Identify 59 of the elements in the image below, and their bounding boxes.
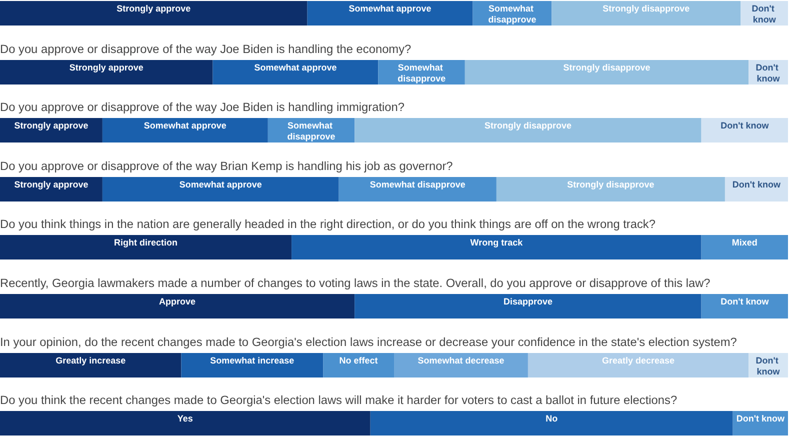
chart-title: Do you think things in the nation are generally headed in the right direction, or do you think things are off on the wrong track?	[0, 217, 656, 232]
series-label: Don't know	[756, 355, 781, 376]
chart-title: Recently, Georgia lawmakers made a number of changes to voting laws in the state. Overall, do you approve or disapprove of this law?	[0, 276, 711, 290]
chart-title: Do you approve or disapprove of the way Joe Biden is handling immigration?	[0, 100, 405, 114]
series-label: Somewhat approve	[348, 4, 432, 14]
bar	[354, 118, 702, 143]
bar	[102, 176, 339, 202]
bar	[338, 176, 496, 202]
series-label: Strongly disapprove	[602, 4, 690, 14]
series-label: Somewhat increase	[210, 355, 294, 366]
bar	[464, 60, 749, 84]
series-label: Don't know	[736, 414, 786, 424]
series-label: Don't know	[752, 4, 777, 24]
series-label: Somewhat decrease	[418, 355, 504, 366]
series-label: Somewhat approve	[144, 120, 226, 131]
series-label: Mixed	[732, 238, 758, 248]
bar	[102, 118, 268, 143]
series-label: Don't know	[720, 296, 770, 306]
bar	[0, 352, 182, 378]
series-label: No effect	[339, 355, 378, 366]
series-label: Strongly approve	[116, 4, 191, 14]
series-label: Strongly disapprove	[484, 120, 572, 131]
series-label: Disapprove	[503, 296, 552, 306]
bar	[552, 1, 741, 26]
bar	[0, 60, 213, 84]
series-label: Yes	[177, 414, 193, 424]
bar	[528, 352, 749, 378]
chart-title: Do you approve or disapprove of the way Joe Biden is handling the economy?	[0, 42, 412, 56]
series-label: No	[546, 414, 558, 424]
chart-title: Do you approve or disapprove of the way Brian Kemp is handling his job as governor?	[0, 158, 454, 173]
series-label: Somewhat disapprove	[287, 120, 336, 142]
series-label: Don't know	[720, 120, 770, 131]
series-label: Greatly decrease	[602, 355, 675, 366]
bar	[323, 352, 394, 378]
bar	[0, 1, 308, 26]
series-label: Somewhat approve	[254, 62, 337, 72]
series-label: Wrong track	[470, 238, 524, 248]
bar	[212, 60, 378, 84]
series-label: Greatly increase	[56, 355, 126, 366]
series-label: Strongly disapprove	[563, 62, 650, 72]
bar	[701, 118, 788, 143]
bar	[307, 1, 473, 26]
chart-title: Do you think the recent changes made to Georgia's election laws will make it harder for voters to cast a ballot in future elections?	[0, 393, 678, 408]
series-label: Don't know	[756, 62, 781, 84]
series-label: Somewhat approve	[179, 179, 262, 190]
bar	[496, 176, 725, 202]
series-label: Somewhat disapprove	[370, 179, 466, 190]
chart-title: In your opinion, do the recent changes made to Georgia's election laws increase or decrease your confidence in the state's election system?	[0, 334, 738, 349]
series-label: Strongly approve	[14, 120, 88, 131]
bar	[181, 352, 324, 378]
series-label: Approve	[159, 296, 196, 306]
series-label: Strongly disapprove	[567, 179, 654, 190]
series-label: Somewhat disapprove	[398, 62, 446, 84]
series-label: Strongly approve	[69, 62, 144, 72]
bar	[394, 352, 528, 378]
series-label: Strongly approve	[14, 179, 88, 190]
series-label: Right direction	[114, 238, 178, 248]
series-label: Somewhat disapprove	[488, 4, 536, 24]
series-label: Don't know	[732, 179, 782, 190]
